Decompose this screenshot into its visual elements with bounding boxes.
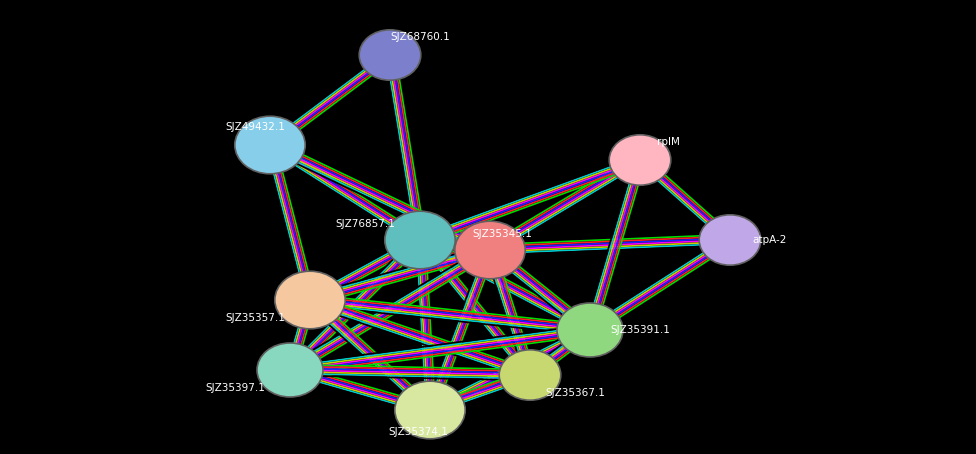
Text: SJZ35391.1: SJZ35391.1 [610, 325, 670, 335]
Text: atpA-2: atpA-2 [752, 235, 788, 245]
Ellipse shape [385, 211, 455, 269]
Ellipse shape [395, 381, 466, 439]
Text: rplM: rplM [657, 137, 679, 147]
Ellipse shape [557, 303, 623, 357]
Ellipse shape [699, 215, 761, 265]
Text: SJZ35397.1: SJZ35397.1 [205, 383, 264, 393]
Ellipse shape [257, 343, 323, 397]
Ellipse shape [235, 116, 305, 174]
Text: SJZ35367.1: SJZ35367.1 [545, 388, 605, 398]
Text: SJZ35374.1: SJZ35374.1 [388, 427, 448, 437]
Ellipse shape [455, 221, 525, 279]
Text: SJZ49432.1: SJZ49432.1 [225, 122, 285, 132]
Ellipse shape [359, 30, 421, 80]
Ellipse shape [609, 135, 671, 185]
Ellipse shape [275, 271, 346, 329]
Text: SJZ35357.1: SJZ35357.1 [225, 313, 285, 323]
Text: SJZ68760.1: SJZ68760.1 [390, 32, 450, 42]
Text: SJZ35345.1: SJZ35345.1 [472, 229, 532, 239]
Text: SJZ76857.1: SJZ76857.1 [335, 219, 395, 229]
Ellipse shape [499, 350, 561, 400]
